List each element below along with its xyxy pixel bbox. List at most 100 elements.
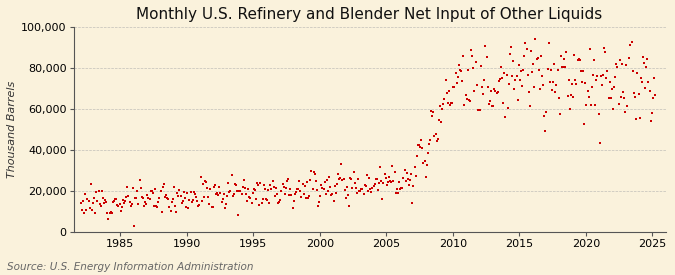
Point — [172, 191, 183, 196]
Point — [471, 83, 482, 87]
Point — [634, 116, 645, 120]
Point — [492, 90, 503, 94]
Point — [377, 197, 387, 201]
Point — [132, 189, 142, 193]
Point — [143, 196, 154, 200]
Point — [262, 198, 273, 202]
Point — [206, 205, 217, 209]
Point — [159, 182, 169, 186]
Point — [214, 185, 225, 189]
Point — [392, 187, 402, 191]
Point — [211, 191, 221, 196]
Point — [400, 179, 411, 183]
Point — [190, 195, 201, 199]
Point — [277, 182, 288, 186]
Point — [568, 95, 578, 99]
Point — [142, 193, 153, 197]
Point — [269, 193, 280, 198]
Point — [436, 119, 447, 124]
Point — [523, 89, 534, 94]
Point — [194, 202, 205, 207]
Point — [252, 180, 263, 185]
Point — [591, 78, 602, 82]
Point — [535, 54, 546, 59]
Point — [306, 169, 317, 173]
Point — [563, 77, 574, 82]
Point — [516, 84, 527, 88]
Point — [495, 77, 506, 81]
Point — [472, 108, 483, 112]
Point — [99, 200, 109, 205]
Point — [336, 162, 347, 166]
Point — [460, 92, 471, 97]
Point — [325, 185, 335, 189]
Point — [263, 188, 273, 192]
Point — [126, 202, 137, 206]
Point — [538, 83, 549, 88]
Point — [443, 89, 454, 93]
Point — [76, 201, 86, 205]
Point — [530, 37, 541, 42]
Point — [650, 93, 661, 98]
Point — [414, 143, 425, 147]
Point — [169, 185, 180, 189]
Point — [447, 101, 458, 105]
Point — [274, 200, 285, 204]
Point — [224, 189, 235, 194]
Point — [488, 104, 499, 108]
Point — [497, 76, 508, 80]
Point — [307, 186, 318, 191]
Point — [647, 95, 658, 100]
Point — [200, 179, 211, 184]
Point — [560, 64, 571, 69]
Point — [278, 185, 289, 189]
Point — [499, 71, 510, 75]
Point — [314, 200, 325, 204]
Point — [174, 188, 185, 192]
Point — [364, 176, 375, 181]
Point — [223, 181, 234, 185]
Point — [146, 189, 157, 193]
Point — [545, 67, 556, 72]
Text: Source: U.S. Energy Information Administration: Source: U.S. Energy Information Administ… — [7, 262, 253, 272]
Point — [138, 196, 148, 200]
Point — [541, 110, 552, 114]
Point — [501, 73, 512, 77]
Point — [182, 191, 192, 195]
Point — [520, 41, 531, 46]
Point — [344, 204, 354, 208]
Point — [512, 98, 523, 102]
Point — [213, 193, 223, 197]
Point — [550, 90, 561, 95]
Point — [167, 197, 178, 201]
Point — [136, 195, 147, 199]
Point — [273, 201, 284, 205]
Title: Monthly U.S. Refinery and Blender Net Input of Other Liquids: Monthly U.S. Refinery and Blender Net In… — [136, 7, 603, 22]
Point — [483, 85, 493, 90]
Point — [259, 187, 270, 191]
Point — [279, 192, 290, 196]
Point — [549, 62, 560, 66]
Point — [479, 78, 490, 82]
Point — [330, 191, 341, 195]
Point — [153, 200, 164, 204]
Point — [219, 191, 230, 196]
Point — [504, 52, 515, 56]
Point — [261, 197, 271, 201]
Point — [221, 194, 232, 198]
Point — [110, 197, 121, 201]
Point — [338, 177, 349, 181]
Point — [83, 199, 94, 204]
Point — [237, 185, 248, 189]
Point — [281, 179, 292, 183]
Point — [169, 204, 180, 208]
Point — [438, 102, 449, 106]
Point — [411, 153, 422, 158]
Point — [198, 195, 209, 199]
Point — [327, 191, 338, 196]
Point — [157, 185, 168, 189]
Point — [469, 89, 480, 93]
Point — [608, 106, 618, 111]
Point — [514, 62, 524, 67]
Point — [526, 49, 537, 53]
